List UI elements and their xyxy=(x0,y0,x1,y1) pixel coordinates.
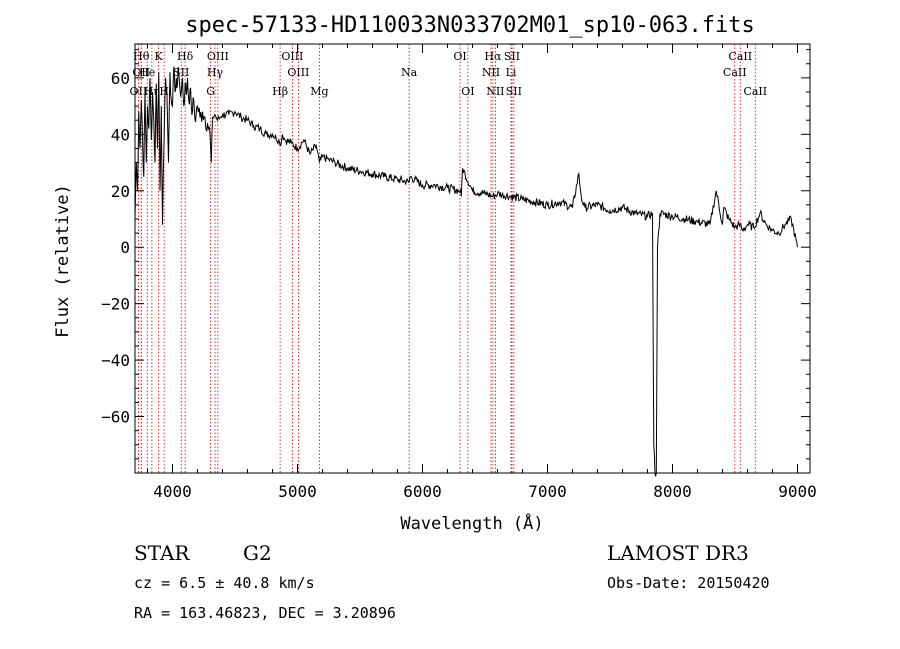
x-tick-label: 7000 xyxy=(528,482,567,501)
x-axis-label: Wavelength (Å) xyxy=(400,512,543,534)
line-marker-label-19: Hα xyxy=(484,50,502,63)
y-tick-label: 60 xyxy=(111,69,130,88)
x-tick-label: 8000 xyxy=(653,482,692,501)
plot-frame xyxy=(134,43,811,474)
line-marker-label-6: H xyxy=(159,85,169,98)
coordinates: RA = 163.46823, DEC = 3.20896 xyxy=(134,604,396,622)
line-marker-label-26: CaII xyxy=(723,66,747,79)
line-marker-label-17: OI xyxy=(453,50,466,63)
line-marker-label-8: SII xyxy=(173,66,189,79)
y-tick-label: 20 xyxy=(111,182,130,201)
line-marker-label-7: Hδ xyxy=(177,50,194,63)
y-tick-label: 0 xyxy=(120,238,130,257)
chart-title: spec-57133-HD110033N033702M01_sp10-063.f… xyxy=(185,13,755,38)
line-marker-label-2: OII xyxy=(132,66,150,79)
object-class: STAR xyxy=(134,541,190,565)
line-marker-label-18: OI xyxy=(461,85,474,98)
survey-name: LAMOST DR3 xyxy=(607,541,749,565)
line-marker-label-27: CaII xyxy=(743,85,767,98)
line-marker-label-22: SII xyxy=(504,50,520,63)
line-marker-label-20: NII xyxy=(482,66,500,79)
y-axis-label: Flux (relative) xyxy=(53,184,73,338)
line-marker-label-23: Li xyxy=(506,66,517,79)
y-tick-label: −20 xyxy=(101,295,130,314)
x-tick-label: 4000 xyxy=(153,482,192,501)
object-subclass: G2 xyxy=(243,541,272,565)
line-marker-label-9: OIII xyxy=(207,50,229,63)
spectrum-series-line xyxy=(134,66,798,477)
observation-date: Obs-Date: 20150420 xyxy=(607,574,770,592)
line-marker-label-3: He xyxy=(139,66,155,79)
x-tick-label: 9000 xyxy=(778,482,817,501)
line-marker-label-4: Hη xyxy=(144,85,160,98)
x-tick-label: 5000 xyxy=(278,482,317,501)
y-tick-label: −60 xyxy=(101,408,130,427)
y-tick-label: −40 xyxy=(101,351,130,370)
line-marker-label-15: Mg xyxy=(310,85,328,98)
line-marker-label-5: K xyxy=(155,50,164,63)
redshift-cz: cz = 6.5 ± 40.8 km/s xyxy=(134,574,315,592)
line-marker-label-12: Hβ xyxy=(272,85,288,98)
line-marker-label-10: Hγ xyxy=(207,66,224,79)
line-marker-label-16: Na xyxy=(401,66,418,79)
line-marker-label-13: OIII xyxy=(281,50,303,63)
line-marker-label-25: CaII xyxy=(728,50,752,63)
line-marker-label-24: SII xyxy=(506,85,522,98)
y-tick-label: 40 xyxy=(111,125,130,144)
line-marker-label-11: G xyxy=(206,85,215,98)
line-marker-label-21: NII xyxy=(486,85,504,98)
x-tick-label: 6000 xyxy=(403,482,442,501)
line-marker-label-1: Hθ xyxy=(133,50,150,63)
line-marker-label-14: OIII xyxy=(287,66,309,79)
